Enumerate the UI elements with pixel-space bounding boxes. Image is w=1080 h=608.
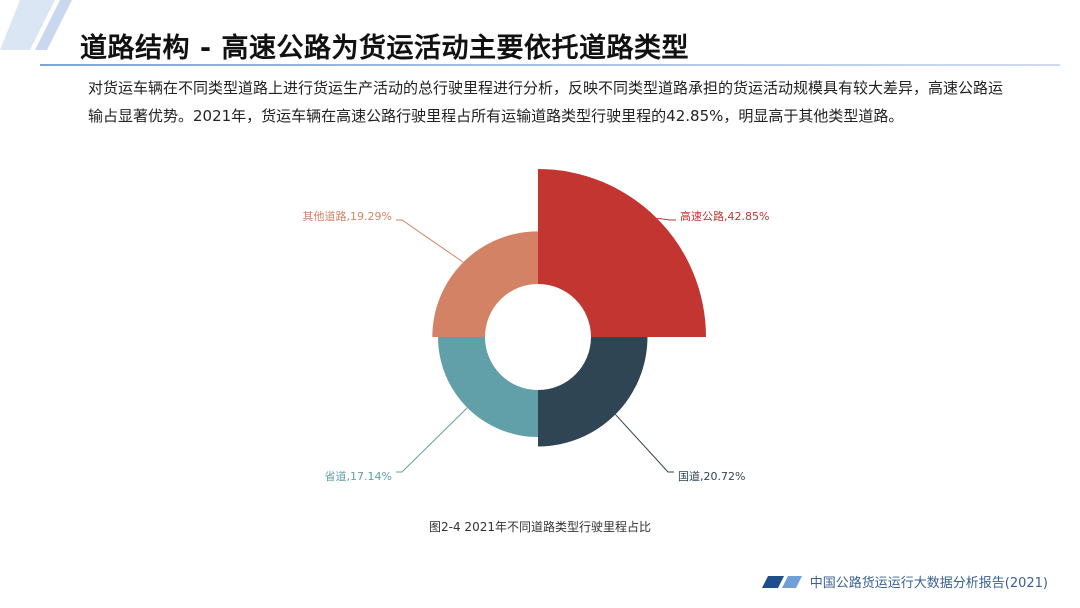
rose-pie-chart: 高速公路,42.85% 国道,20.72% 省道,17.14% 其他道路,19.29% bbox=[303, 169, 769, 483]
slice-label-3: 省道,17.14% bbox=[325, 469, 392, 483]
rose-slice-4 bbox=[432, 231, 538, 337]
leader-line-3 bbox=[396, 407, 468, 473]
rose-slice-1 bbox=[538, 169, 706, 337]
slice-label-1: 高速公路,42.85% bbox=[680, 209, 769, 223]
leader-line-2 bbox=[615, 414, 674, 473]
footer: 中国公路货运运行大数据分析报告(2021) bbox=[761, 572, 1048, 591]
rose-slice-2 bbox=[538, 337, 648, 447]
footer-report-title: 中国公路货运运行大数据分析报告(2021) bbox=[809, 576, 1048, 591]
chart-caption: 图2-4 2021年不同道路类型行驶里程占比 bbox=[429, 520, 651, 534]
footer-logo-icon bbox=[761, 575, 802, 588]
page-title: 道路结构 - 高速公路为货运活动主要依托道路类型 bbox=[80, 33, 690, 64]
slice-label-2: 国道,20.72% bbox=[678, 469, 745, 483]
leader-line-1 bbox=[656, 217, 676, 221]
corner-decoration bbox=[0, 0, 72, 50]
intro-paragraph: 对货运车辆在不同类型道路上进行货运生产活动的总行驶里程进行分析，反映不同类型道路… bbox=[88, 79, 1004, 125]
rose-slice-3 bbox=[438, 337, 538, 437]
title-divider bbox=[40, 64, 1060, 66]
slice-label-4: 其他道路,19.29% bbox=[303, 209, 392, 223]
leader-line-4 bbox=[396, 219, 464, 263]
